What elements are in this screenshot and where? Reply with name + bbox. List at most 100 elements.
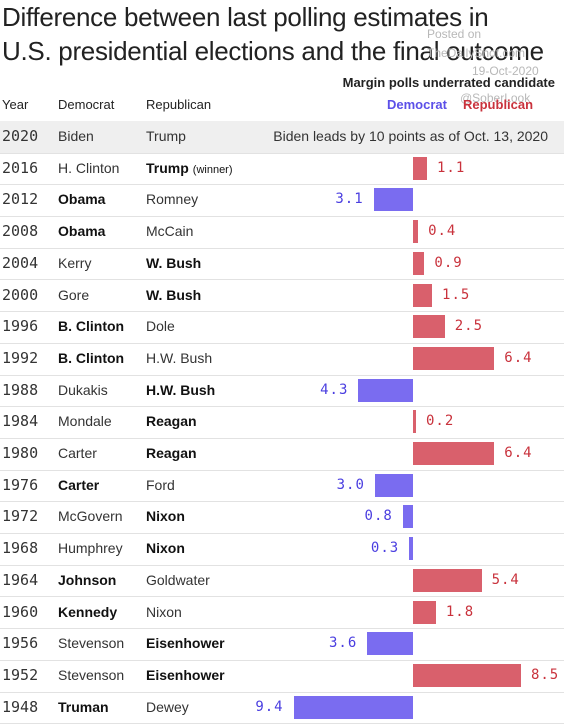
bar xyxy=(374,473,413,497)
row-democrat: Humphrey xyxy=(58,540,123,557)
row-year: 1972 xyxy=(2,507,39,526)
row-republican: Reagan xyxy=(146,413,197,430)
row-democrat: B. Clinton xyxy=(58,349,125,366)
row-year: 1948 xyxy=(2,697,39,716)
row-democrat: H. Clinton xyxy=(58,159,120,176)
row-year: 1960 xyxy=(2,602,39,621)
row-republican: Reagan xyxy=(146,445,197,461)
chart-title-line-2: U.S. presidential elections and the fina… xyxy=(2,36,544,66)
row-year: 2008 xyxy=(2,222,39,241)
data-label: 5.4 xyxy=(491,571,520,588)
data-label: 0.8 xyxy=(364,508,393,525)
table-row: 1968 Humphrey Nixon 0.3 xyxy=(0,533,564,566)
watermark-line-3: 19-Oct-2020 xyxy=(472,64,539,78)
data-label: 3.6 xyxy=(328,635,358,652)
row-republican: Nixon xyxy=(146,603,182,620)
data-label: 9.4 xyxy=(255,698,284,715)
bar xyxy=(373,188,413,212)
table-row: 2012 Obama Romney 3.1 xyxy=(0,184,564,218)
row-republican: Dewey xyxy=(146,698,189,715)
row-republican: Nixon xyxy=(146,508,185,525)
row-democrat: Obama xyxy=(58,191,106,208)
row-republican: Trump (winner) xyxy=(146,159,233,176)
legend-heading: Margin polls underrated candidate xyxy=(342,75,555,90)
data-label: 6.4 xyxy=(504,349,533,366)
row-republican: W. Bush xyxy=(146,254,202,271)
bar xyxy=(402,505,413,529)
row-year: 1952 xyxy=(2,665,39,684)
row-republican: Nixon xyxy=(146,540,185,557)
data-label: 1.5 xyxy=(442,286,471,303)
row-democrat: Kennedy xyxy=(58,603,118,620)
row-year: 1956 xyxy=(2,634,39,653)
data-label: 3.1 xyxy=(335,191,364,208)
data-label: 8.5 xyxy=(530,666,560,683)
row-democrat: McGovern xyxy=(58,508,123,525)
table-row: 1976 Carter Ford 3.0 xyxy=(0,470,564,503)
bar xyxy=(413,251,425,275)
table-row: 1964 Johnson Goldwater 5.4 xyxy=(0,565,564,598)
data-label: 0.4 xyxy=(428,223,457,240)
data-label: 1.8 xyxy=(445,603,475,620)
row-year: 1992 xyxy=(2,348,39,367)
bar xyxy=(413,346,495,370)
row-note: Biden leads by 10 points as of Oct. 13, … xyxy=(273,128,548,144)
row-republican: H.W. Bush xyxy=(146,381,216,398)
row-democrat: Biden xyxy=(58,128,94,144)
table-row: 1984 Mondale Reagan 0.2 xyxy=(0,406,564,439)
row-democrat: Carter xyxy=(58,445,97,461)
data-label: 0.2 xyxy=(426,413,455,430)
data-label: 6.4 xyxy=(504,445,533,461)
chart-title-line-1: Difference between last polling estimate… xyxy=(2,2,489,32)
chart-title: Difference between last polling estimate… xyxy=(2,0,562,68)
data-label: 1.1 xyxy=(436,159,466,176)
table-row: 1992 B. Clinton H.W. Bush 6.4 xyxy=(0,343,564,376)
row-republican: H.W. Bush xyxy=(146,349,213,366)
winner-tag: (winner) xyxy=(192,163,233,176)
watermark-line-1: Posted on xyxy=(427,27,482,41)
table-row: 2016 H. Clinton Trump (winner) 1.1 xyxy=(0,153,564,186)
header-republican: Republican xyxy=(146,97,212,112)
row-democrat: B. Clinton xyxy=(58,318,125,335)
row-republican: Eisenhower xyxy=(146,635,225,652)
table-row: 2000 Gore W. Bush 1.5 xyxy=(0,280,564,313)
row-democrat: Dukakis xyxy=(58,381,108,398)
row-republican: Eisenhower xyxy=(146,666,225,683)
bar xyxy=(409,537,413,561)
row-year: 1980 xyxy=(2,444,39,462)
watermark-line-2: TheDailyShot.com xyxy=(427,46,526,60)
bar xyxy=(413,220,419,244)
table-row: 1952 Stevenson Eisenhower 8.5 xyxy=(0,660,564,693)
data-label: 3.0 xyxy=(336,476,365,493)
row-republican: Goldwater xyxy=(146,571,210,588)
legend-democrat: Democrat xyxy=(387,97,447,112)
table-row: 1972 McGovern Nixon 0.8 xyxy=(0,501,564,535)
row-year: 1976 xyxy=(2,475,39,494)
row-republican: Dole xyxy=(146,318,175,335)
bar xyxy=(413,283,433,307)
row-year: 1968 xyxy=(2,539,39,558)
row-year: 1964 xyxy=(2,570,39,589)
row-democrat: Mondale xyxy=(58,413,112,430)
table-row: 1980 Carter Reagan 6.4 xyxy=(0,438,564,471)
row-democrat: Johnson xyxy=(58,571,117,588)
bar xyxy=(413,568,482,592)
table-row: 1960 Kennedy Nixon 1.8 xyxy=(0,597,564,630)
row-democrat: Obama xyxy=(58,223,106,240)
row-year: 1984 xyxy=(2,412,39,431)
row-year: 1996 xyxy=(2,317,39,336)
bar xyxy=(413,410,416,434)
row-democrat: Stevenson xyxy=(58,635,125,652)
table-row: 1948 Truman Dewey 9.4 xyxy=(0,692,564,724)
bar xyxy=(293,695,413,719)
row-year: 2004 xyxy=(2,253,39,272)
row-year: 2012 xyxy=(2,190,39,209)
row-republican: W. Bush xyxy=(146,286,202,303)
table-row: 2008 Obama McCain 0.4 xyxy=(0,216,564,249)
data-label: 0.9 xyxy=(434,254,463,271)
data-label: 2.5 xyxy=(454,318,484,335)
bar xyxy=(367,632,413,656)
row-democrat: Gore xyxy=(58,286,90,303)
table-row: 1988 Dukakis H.W. Bush 4.3 xyxy=(0,375,564,408)
bar xyxy=(413,600,436,624)
